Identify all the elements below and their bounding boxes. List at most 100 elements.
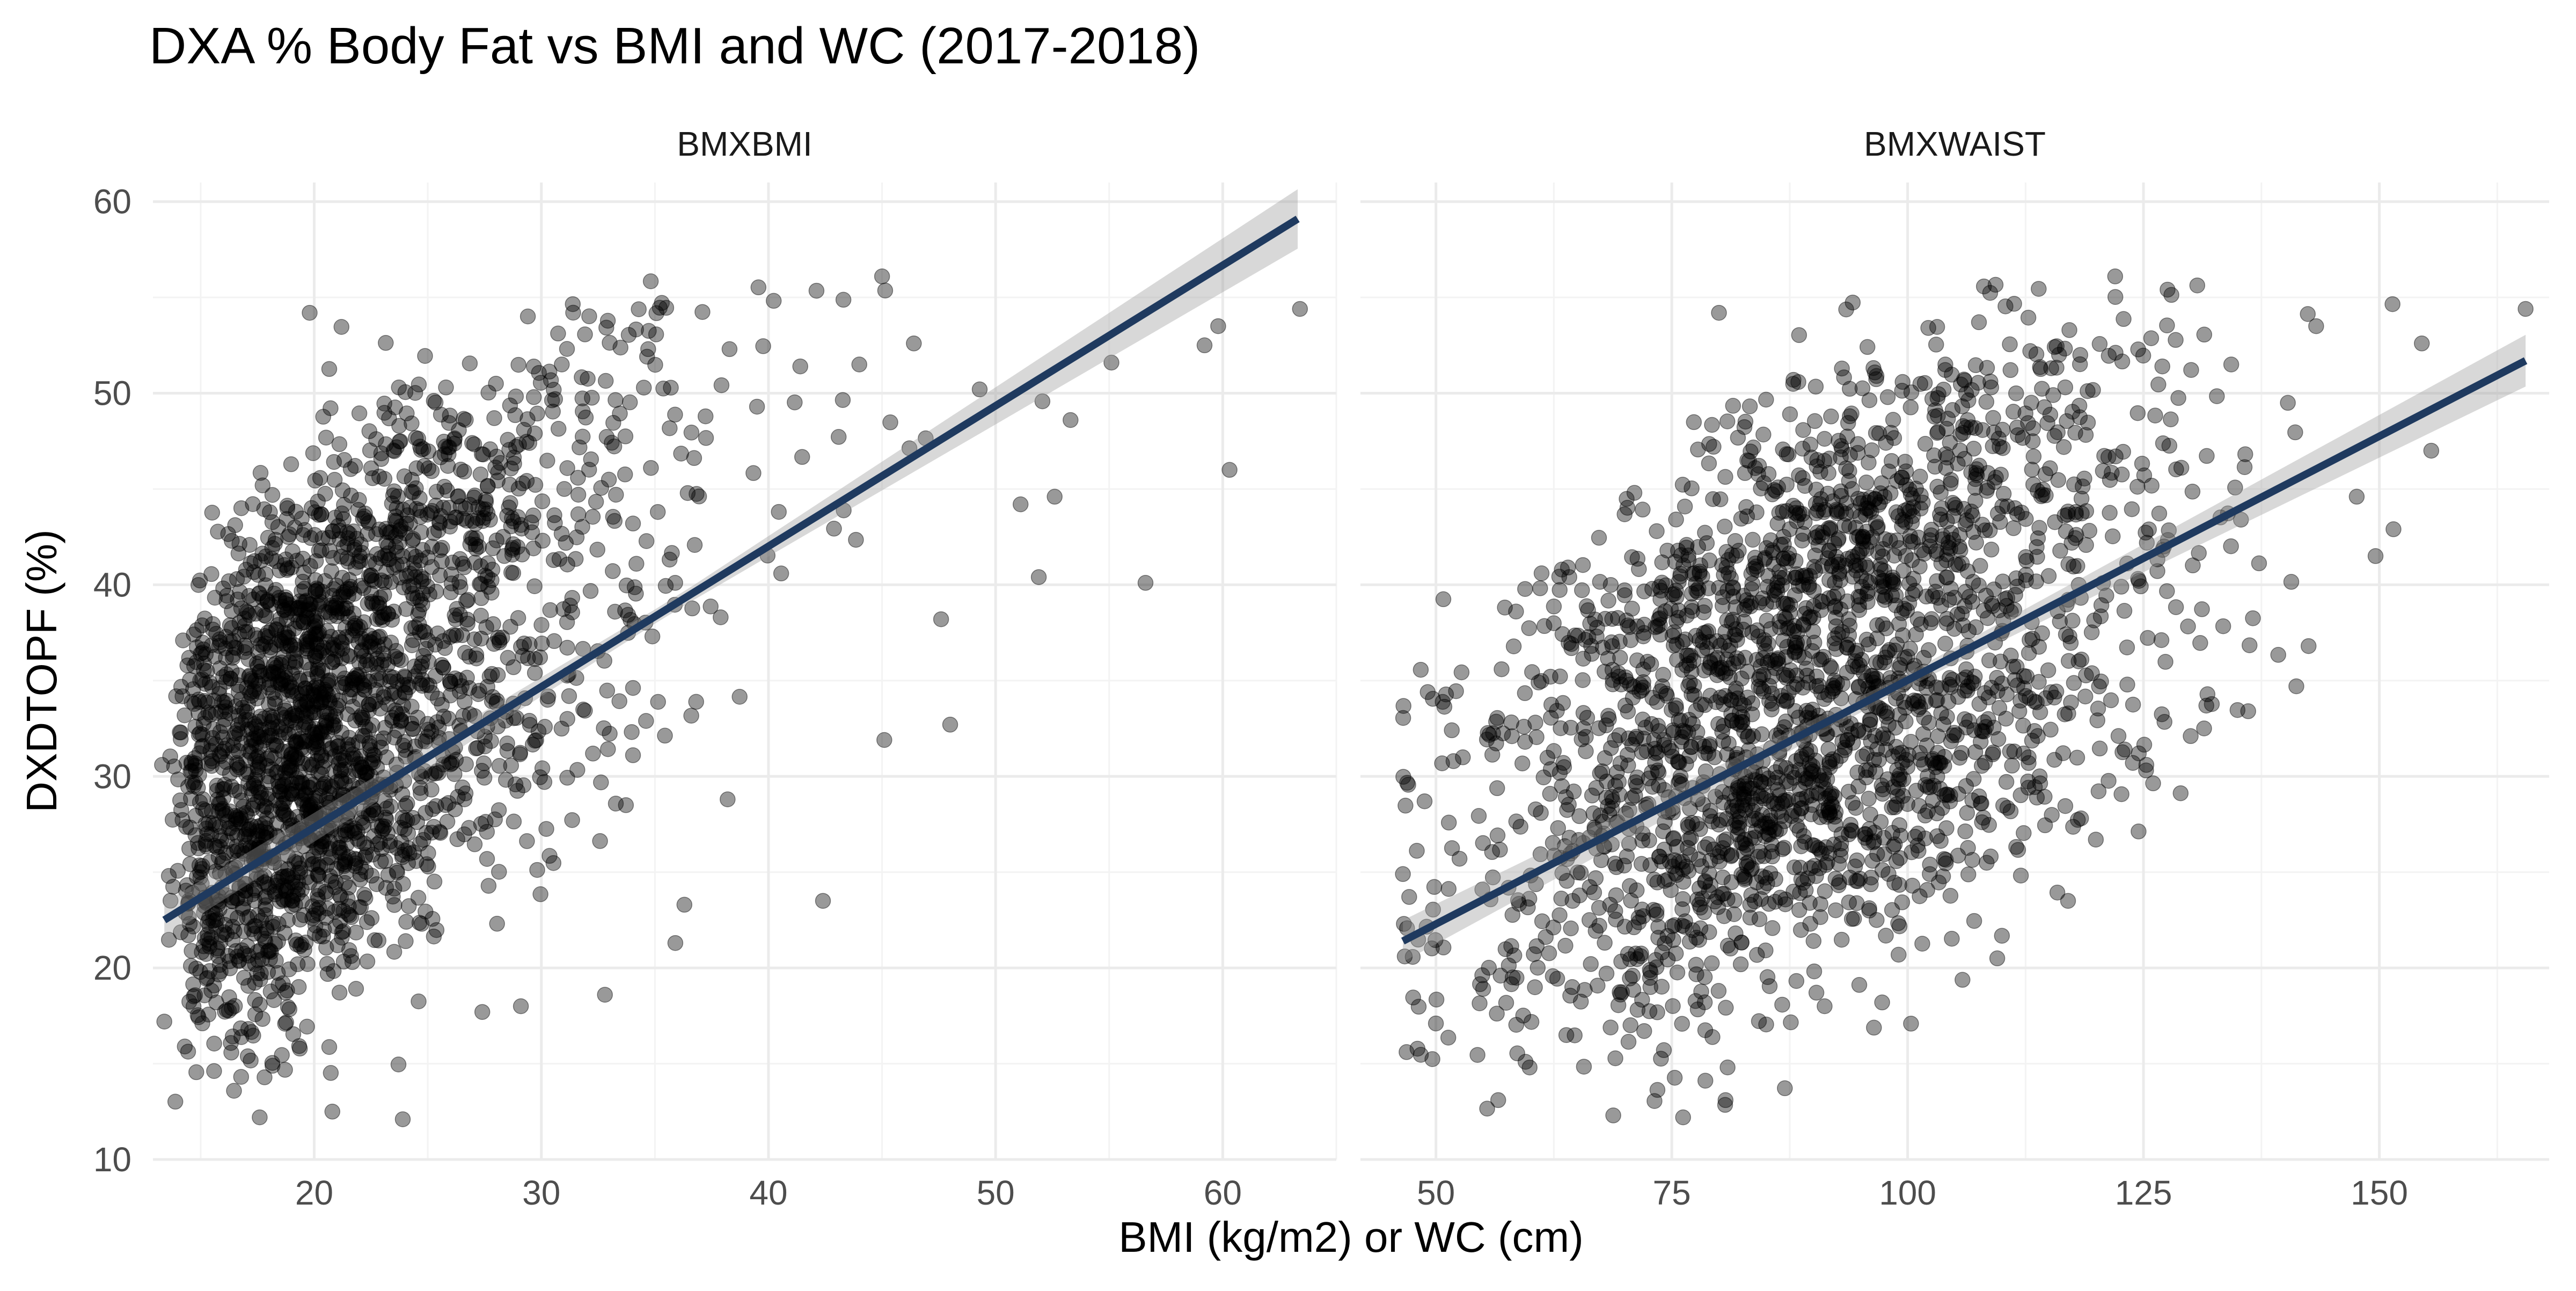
scatter-point	[2423, 442, 2440, 459]
scatter-point	[1927, 458, 1943, 475]
scatter-point	[375, 612, 391, 628]
scatter-point	[1748, 652, 1765, 668]
scatter-point	[232, 1020, 249, 1037]
scatter-point	[1484, 747, 1501, 763]
scatter-point	[1435, 591, 1452, 608]
scatter-point	[369, 595, 385, 611]
scatter-point	[228, 640, 244, 657]
scatter-point	[2189, 277, 2206, 294]
scatter-point	[2385, 521, 2402, 537]
scatter-point	[1523, 1013, 1540, 1030]
scatter-point	[1469, 1047, 1485, 1063]
scatter-point	[343, 948, 359, 964]
scatter-point	[343, 487, 359, 504]
scatter-point	[2030, 530, 2046, 546]
scatter-point	[2057, 798, 2074, 814]
scatter-point	[299, 694, 316, 711]
scatter-point	[1526, 946, 1542, 962]
scatter-point	[550, 421, 567, 437]
scatter-point	[2172, 785, 2189, 801]
scatter-point	[458, 513, 475, 529]
scatter-point	[1894, 894, 1911, 910]
scatter-point	[335, 587, 352, 603]
scatter-point	[323, 563, 340, 579]
scatter-point	[2050, 424, 2066, 440]
scatter-point	[1563, 920, 1579, 937]
scatter-point	[354, 642, 370, 659]
scatter-point	[378, 749, 394, 765]
scatter-point	[1409, 843, 1425, 859]
scatter-point	[1843, 911, 1860, 927]
scatter-point	[771, 504, 787, 520]
scatter-point	[422, 505, 439, 521]
scatter-point	[1700, 580, 1717, 596]
scatter-point	[826, 521, 842, 537]
scatter-point	[688, 694, 704, 710]
scatter-point	[1849, 764, 1865, 781]
scatter-point	[612, 339, 628, 356]
scatter-point	[427, 765, 443, 782]
scatter-point	[731, 689, 748, 705]
scatter-point	[198, 833, 214, 849]
scatter-point	[1844, 481, 1860, 497]
scatter-point	[1706, 439, 1722, 455]
scatter-point	[1560, 559, 1576, 576]
scatter-point	[424, 538, 440, 555]
y-tick-label: 20	[93, 949, 131, 987]
scatter-point	[2183, 728, 2199, 745]
scatter-point	[1719, 1059, 1736, 1076]
scatter-point	[435, 659, 451, 676]
scatter-point	[404, 637, 420, 653]
scatter-point	[305, 620, 322, 636]
scatter-point	[374, 572, 390, 588]
scatter-point	[1930, 386, 1946, 402]
scatter-point	[1994, 498, 2010, 514]
scatter-point	[1695, 604, 1712, 621]
scatter-point	[1444, 722, 1460, 739]
scatter-point	[536, 774, 553, 790]
scatter-point	[1816, 648, 1832, 665]
scatter-point	[2024, 630, 2040, 647]
scatter-point	[228, 698, 244, 715]
scatter-point	[555, 601, 572, 617]
scatter-point	[1906, 692, 1922, 709]
scatter-point	[479, 679, 495, 695]
scatter-point	[186, 696, 202, 712]
scatter-point	[1683, 739, 1700, 755]
scatter-point	[2091, 679, 2107, 695]
scatter-point	[683, 425, 700, 441]
scatter-point	[564, 589, 581, 606]
scatter-point	[2032, 361, 2049, 377]
scatter-point	[202, 854, 218, 870]
scatter-point	[2209, 388, 2225, 404]
scatter-point	[369, 876, 385, 892]
scatter-point	[390, 1056, 407, 1073]
scatter-point	[1622, 1017, 1638, 1033]
scatter-point	[1592, 574, 1608, 590]
scatter-point	[2010, 842, 2026, 858]
scatter-point	[598, 319, 614, 336]
scatter-point	[246, 731, 262, 747]
scatter-point	[396, 579, 412, 596]
scatter-point	[252, 465, 269, 481]
scatter-point	[352, 691, 368, 708]
scatter-point	[363, 567, 379, 584]
scatter-point	[1912, 469, 1928, 485]
scatter-point	[1989, 950, 2006, 967]
scatter-point	[354, 728, 371, 744]
scatter-point	[1649, 1004, 1665, 1020]
scatter-point	[882, 414, 898, 431]
scatter-point	[188, 1064, 204, 1081]
scatter-point	[1652, 591, 1668, 607]
scatter-point	[2136, 467, 2153, 484]
scatter-point	[2157, 654, 2174, 670]
scatter-point	[1736, 845, 1752, 861]
scatter-point	[383, 634, 399, 651]
scatter-point	[340, 609, 356, 625]
scatter-point	[306, 527, 323, 543]
y-tick-label: 40	[93, 565, 131, 604]
scatter-point	[1777, 896, 1794, 913]
scatter-point	[2025, 448, 2042, 465]
scatter-point	[1861, 900, 1877, 916]
scatter-point	[1626, 679, 1642, 695]
